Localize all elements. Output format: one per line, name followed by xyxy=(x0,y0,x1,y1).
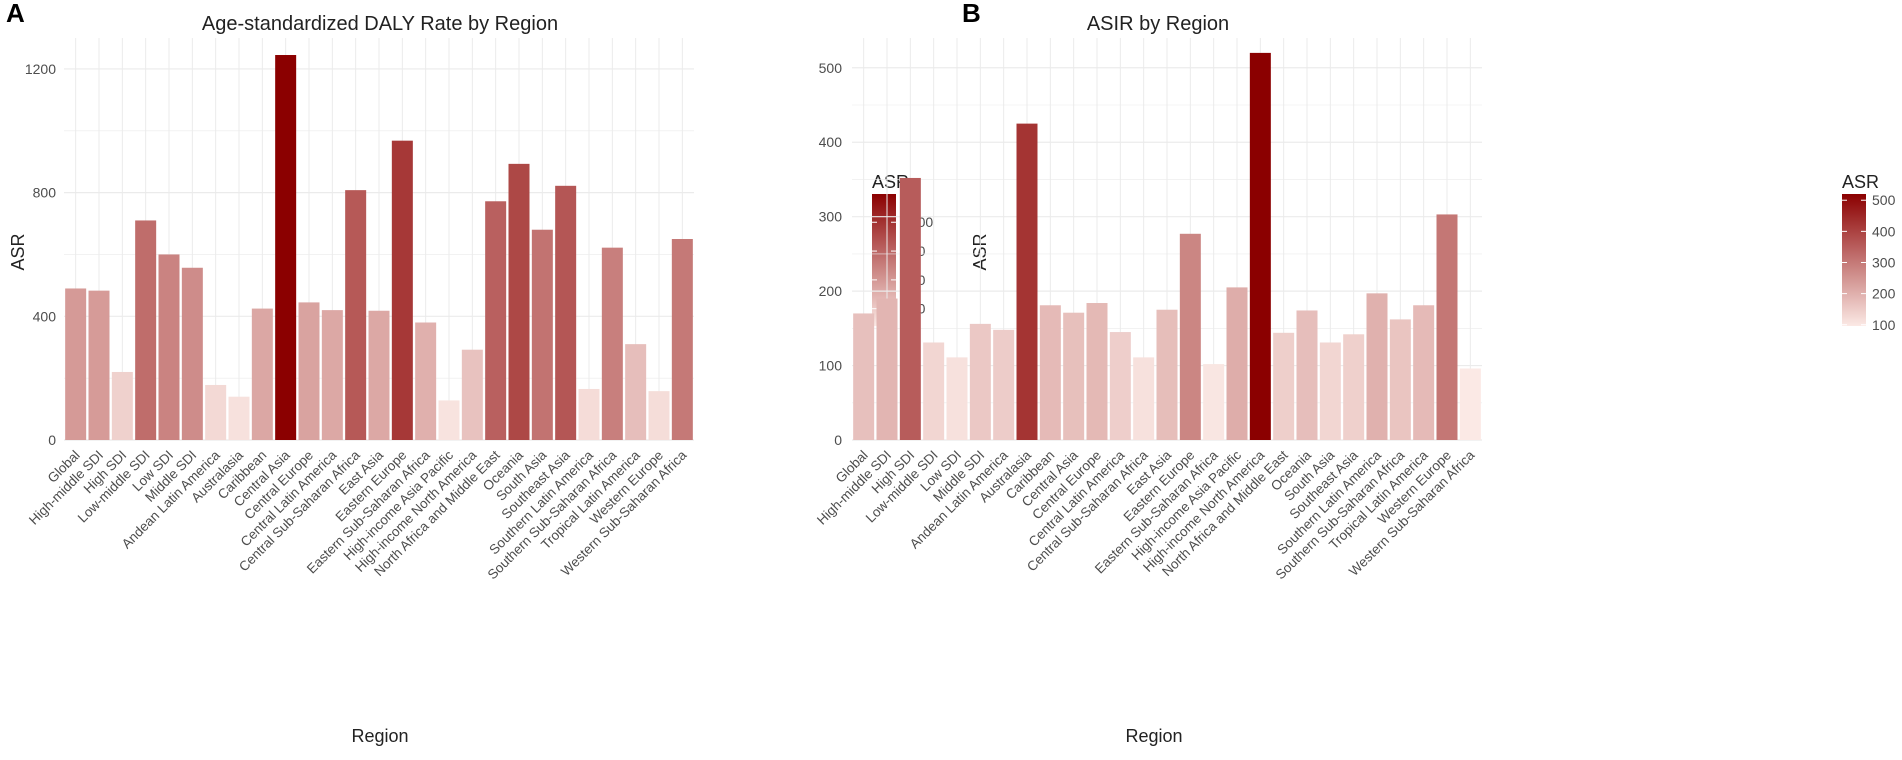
y-tick-label: 500 xyxy=(819,60,843,76)
bar xyxy=(1086,303,1108,440)
panel-a-x-axis-label: Region xyxy=(351,726,408,746)
bar xyxy=(368,310,390,440)
bar xyxy=(88,290,110,440)
bar xyxy=(181,267,203,440)
panel-a-bars xyxy=(65,55,693,440)
bar xyxy=(275,55,297,440)
bar xyxy=(1249,52,1271,441)
panel-a-y-axis-label: ASR xyxy=(8,233,28,270)
bar xyxy=(578,388,600,440)
bar xyxy=(298,302,320,440)
bar xyxy=(1296,310,1318,440)
panel-b-title: ASIR by Region xyxy=(1087,13,1229,35)
panel-b-y-ticks: 0 100 200 300 400 500 xyxy=(819,60,843,448)
y-tick-label: 0 xyxy=(834,432,842,448)
legend-tick-label: 100 xyxy=(1872,317,1896,333)
bar xyxy=(1226,287,1248,440)
bar xyxy=(1016,123,1038,440)
bar xyxy=(391,140,413,440)
bar xyxy=(531,229,553,440)
y-tick-label: 800 xyxy=(33,185,57,201)
bar xyxy=(601,247,623,440)
bar xyxy=(1039,305,1061,440)
bar xyxy=(508,163,530,440)
y-tick-label: 400 xyxy=(33,308,57,324)
bar xyxy=(1133,357,1155,440)
bar xyxy=(1366,293,1388,440)
bar xyxy=(1156,309,1178,440)
bar xyxy=(1343,334,1365,440)
bar xyxy=(899,177,921,440)
y-tick-label: 300 xyxy=(819,209,843,225)
panel-b-x-axis-label: Region xyxy=(1125,726,1182,746)
bar xyxy=(923,342,945,440)
bar xyxy=(1179,233,1201,440)
bar xyxy=(1436,214,1458,440)
bar xyxy=(625,344,647,440)
bar xyxy=(345,190,367,440)
y-tick-label: 100 xyxy=(819,358,843,374)
bar xyxy=(1459,368,1481,440)
panel-b-label: B xyxy=(962,0,981,28)
y-tick-label: 400 xyxy=(819,134,843,150)
panel-b: B ASIR by Region ASR Region 0 100 200 300 40… xyxy=(814,0,1896,746)
bar xyxy=(65,288,87,440)
legend-tick-label: 400 xyxy=(1872,223,1896,239)
bar xyxy=(251,308,273,440)
bar xyxy=(321,310,343,440)
panel-a-label: A xyxy=(6,0,25,28)
bar xyxy=(876,298,898,440)
legend-tick-label: 300 xyxy=(1872,254,1896,270)
panel-a-legend-title: ASR xyxy=(872,172,909,192)
bar xyxy=(415,322,437,440)
bar xyxy=(969,323,991,440)
bar xyxy=(158,254,180,440)
panel-a: A Age-standardized DALY Rate by Region A… xyxy=(6,0,933,746)
panel-a-title: Age-standardized DALY Rate by Region xyxy=(202,13,558,35)
bar xyxy=(135,220,157,440)
bar xyxy=(1063,312,1085,440)
bar xyxy=(671,239,693,440)
bar xyxy=(853,313,875,440)
bar xyxy=(1319,342,1341,440)
bar xyxy=(946,357,968,440)
bar xyxy=(1273,332,1295,440)
bar xyxy=(1413,305,1435,440)
y-tick-label: 0 xyxy=(48,432,56,448)
panel-b-bars xyxy=(853,52,1481,441)
panel-b-legend-title: ASR xyxy=(1842,172,1879,192)
bar xyxy=(1389,319,1411,440)
bar xyxy=(555,185,577,440)
bar xyxy=(438,400,460,440)
bar xyxy=(461,349,483,440)
bar xyxy=(993,329,1015,440)
legend-colorbar xyxy=(1842,194,1866,326)
bar xyxy=(228,396,250,440)
bar xyxy=(205,384,227,440)
bar xyxy=(648,391,670,440)
y-tick-label: 1200 xyxy=(25,61,56,77)
bar xyxy=(111,371,133,440)
bar xyxy=(485,201,507,440)
legend-tick-label: 200 xyxy=(1872,286,1896,302)
panel-b-legend: ASR 100 200 300 400 500 xyxy=(1842,172,1896,333)
panel-a-y-ticks: 0 400 800 1200 xyxy=(25,61,56,448)
bar xyxy=(1109,332,1131,440)
bar xyxy=(1203,364,1225,440)
legend-tick-label: 500 xyxy=(1872,192,1896,208)
y-tick-label: 200 xyxy=(819,283,843,299)
